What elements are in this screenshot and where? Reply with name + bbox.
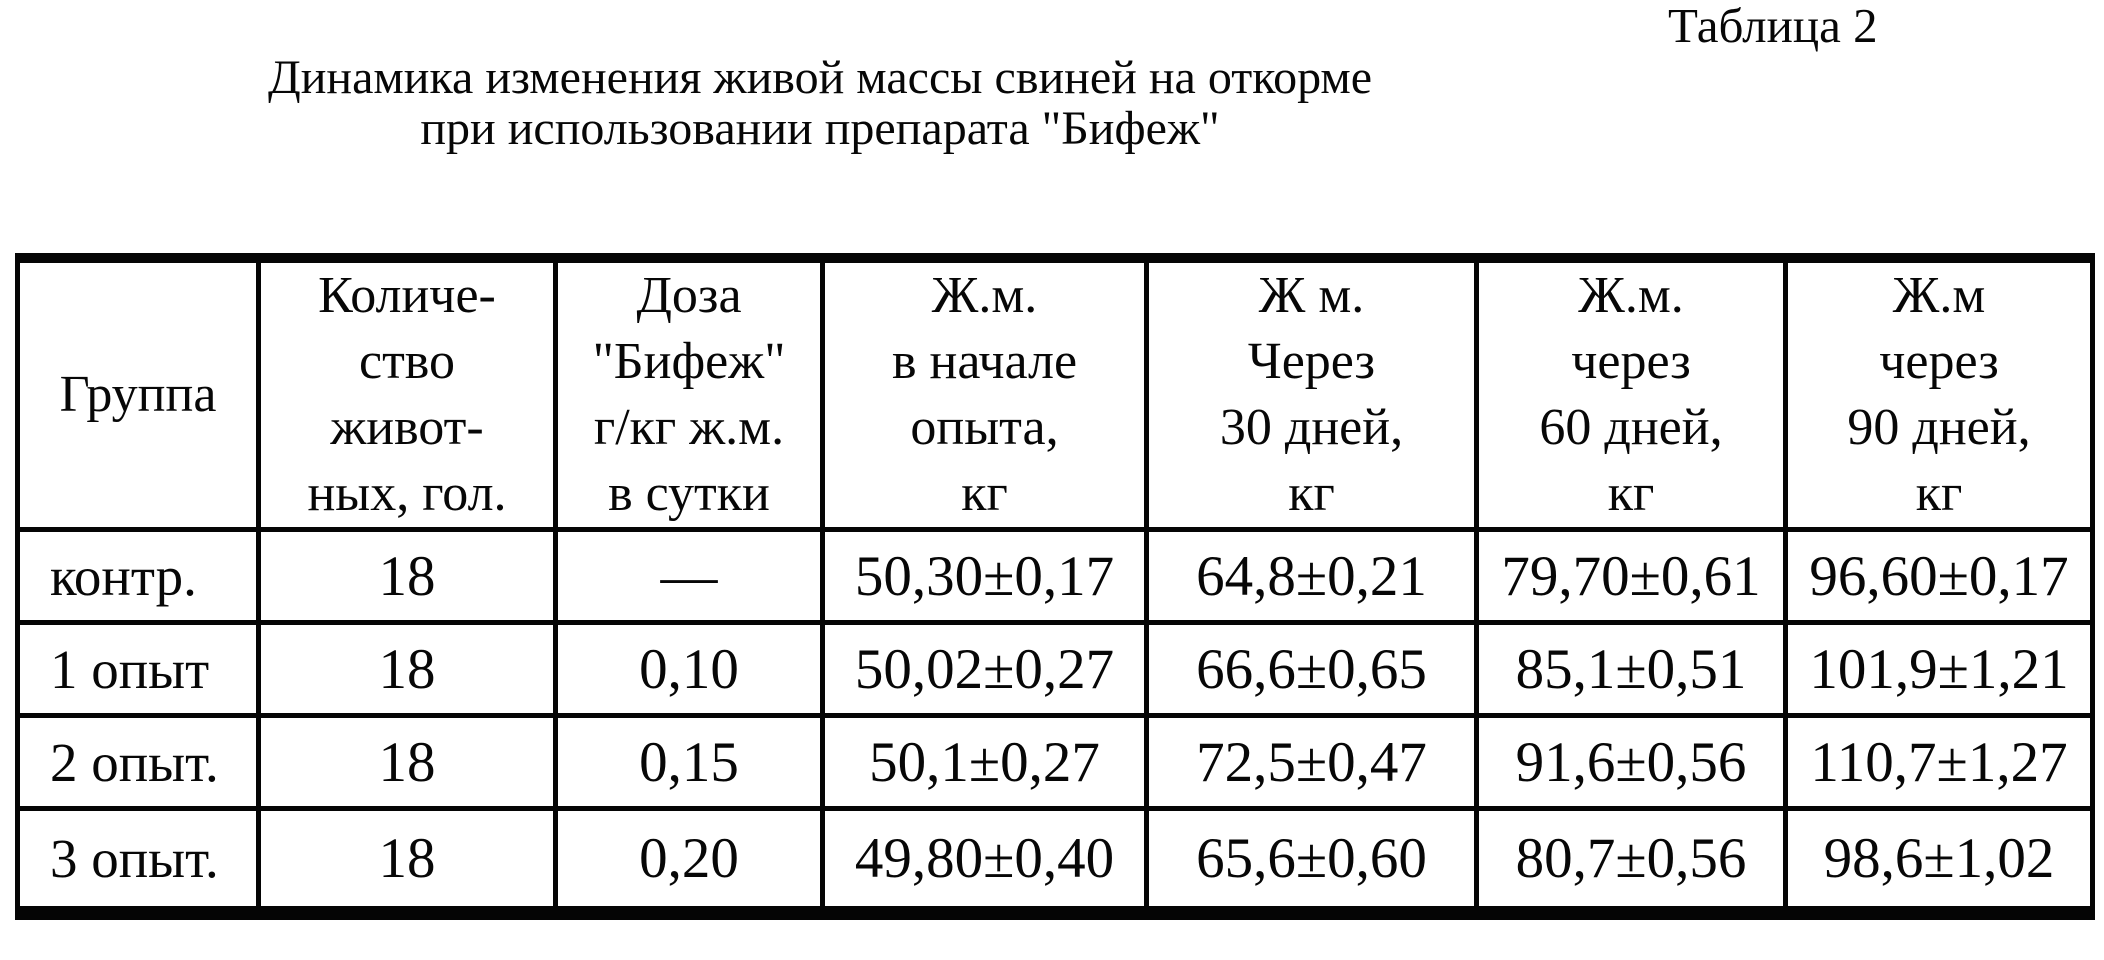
table-row-experiment-2: 2 опыт. 18 0,15 50,1±0,27 72,5±0,47 91,6… bbox=[15, 713, 2095, 811]
cell-dose: 0,15 bbox=[553, 713, 825, 811]
cell-animal-count: 18 bbox=[256, 620, 558, 718]
cell-weight-60: 80,7±0,56 bbox=[1474, 806, 1788, 920]
cell-animal-count: 18 bbox=[256, 713, 558, 811]
cell-animal-count: 18 bbox=[256, 527, 558, 625]
header-row: Группа Количе- ство живот- ных, гол. Доз… bbox=[15, 253, 2095, 532]
cell-weight-60: 79,70±0,61 bbox=[1474, 527, 1788, 625]
cell-weight-30: 66,6±0,65 bbox=[1144, 620, 1479, 718]
row-label: контр. bbox=[15, 527, 261, 625]
cell-weight-30: 65,6±0,60 bbox=[1144, 806, 1479, 920]
cell-weight-60: 85,1±0,51 bbox=[1474, 620, 1788, 718]
cell-weight-30: 72,5±0,47 bbox=[1144, 713, 1479, 811]
header-cell-weight-60-days: Ж.м. через 60 дней, кг bbox=[1474, 253, 1788, 532]
header-cell-weight-start: Ж.м. в начале опыта, кг bbox=[820, 253, 1149, 532]
cell-weight-60: 91,6±0,56 bbox=[1474, 713, 1788, 811]
weight-dynamics-table: Группа Количе- ство живот- ных, гол. Доз… bbox=[15, 253, 2095, 920]
header-cell-animal-count: Количе- ство живот- ных, гол. bbox=[256, 253, 558, 532]
cell-weight-90: 98,6±1,02 bbox=[1783, 806, 2095, 920]
cell-weight-start: 50,02±0,27 bbox=[820, 620, 1149, 718]
cell-dose: 0,10 bbox=[553, 620, 825, 718]
row-label: 2 опыт. bbox=[15, 713, 261, 811]
cell-weight-90: 110,7±1,27 bbox=[1783, 713, 2095, 811]
header-cell-weight-90-days: Ж.м через 90 дней, кг bbox=[1783, 253, 2095, 532]
cell-weight-start: 50,1±0,27 bbox=[820, 713, 1149, 811]
cell-weight-90: 96,60±0,17 bbox=[1783, 527, 2095, 625]
caption-line-1: Динамика изменения живой массы свиней на… bbox=[267, 51, 1373, 104]
row-label: 1 опыт bbox=[15, 620, 261, 718]
table-row-experiment-3: 3 опыт. 18 0,20 49,80±0,40 65,6±0,60 80,… bbox=[15, 806, 2095, 920]
cell-weight-start: 50,30±0,17 bbox=[820, 527, 1149, 625]
header-cell-group: Группа bbox=[15, 253, 261, 532]
cell-weight-30: 64,8±0,21 bbox=[1144, 527, 1479, 625]
table-caption: Динамика изменения живой массы свиней на… bbox=[150, 52, 1490, 154]
cell-weight-90: 101,9±1,21 bbox=[1783, 620, 2095, 718]
cell-dose: 0,20 bbox=[553, 806, 825, 920]
header-cell-weight-30-days: Ж м. Через 30 дней, кг bbox=[1144, 253, 1479, 532]
cell-weight-start: 49,80±0,40 bbox=[820, 806, 1149, 920]
table-row-control: контр. 18 — 50,30±0,17 64,8±0,21 79,70±0… bbox=[15, 527, 2095, 625]
cell-dose: — bbox=[553, 527, 825, 625]
header-cell-dose: Доза "Бифеж" г/кг ж.м. в сутки bbox=[553, 253, 825, 532]
row-label: 3 опыт. bbox=[15, 806, 261, 920]
table-number-label: Таблица 2 bbox=[1668, 0, 1878, 53]
cell-animal-count: 18 bbox=[256, 806, 558, 920]
caption-line-2: при использовании препарата "Бифеж" bbox=[420, 102, 1220, 155]
table-row-experiment-1: 1 опыт 18 0,10 50,02±0,27 66,6±0,65 85,1… bbox=[15, 620, 2095, 718]
